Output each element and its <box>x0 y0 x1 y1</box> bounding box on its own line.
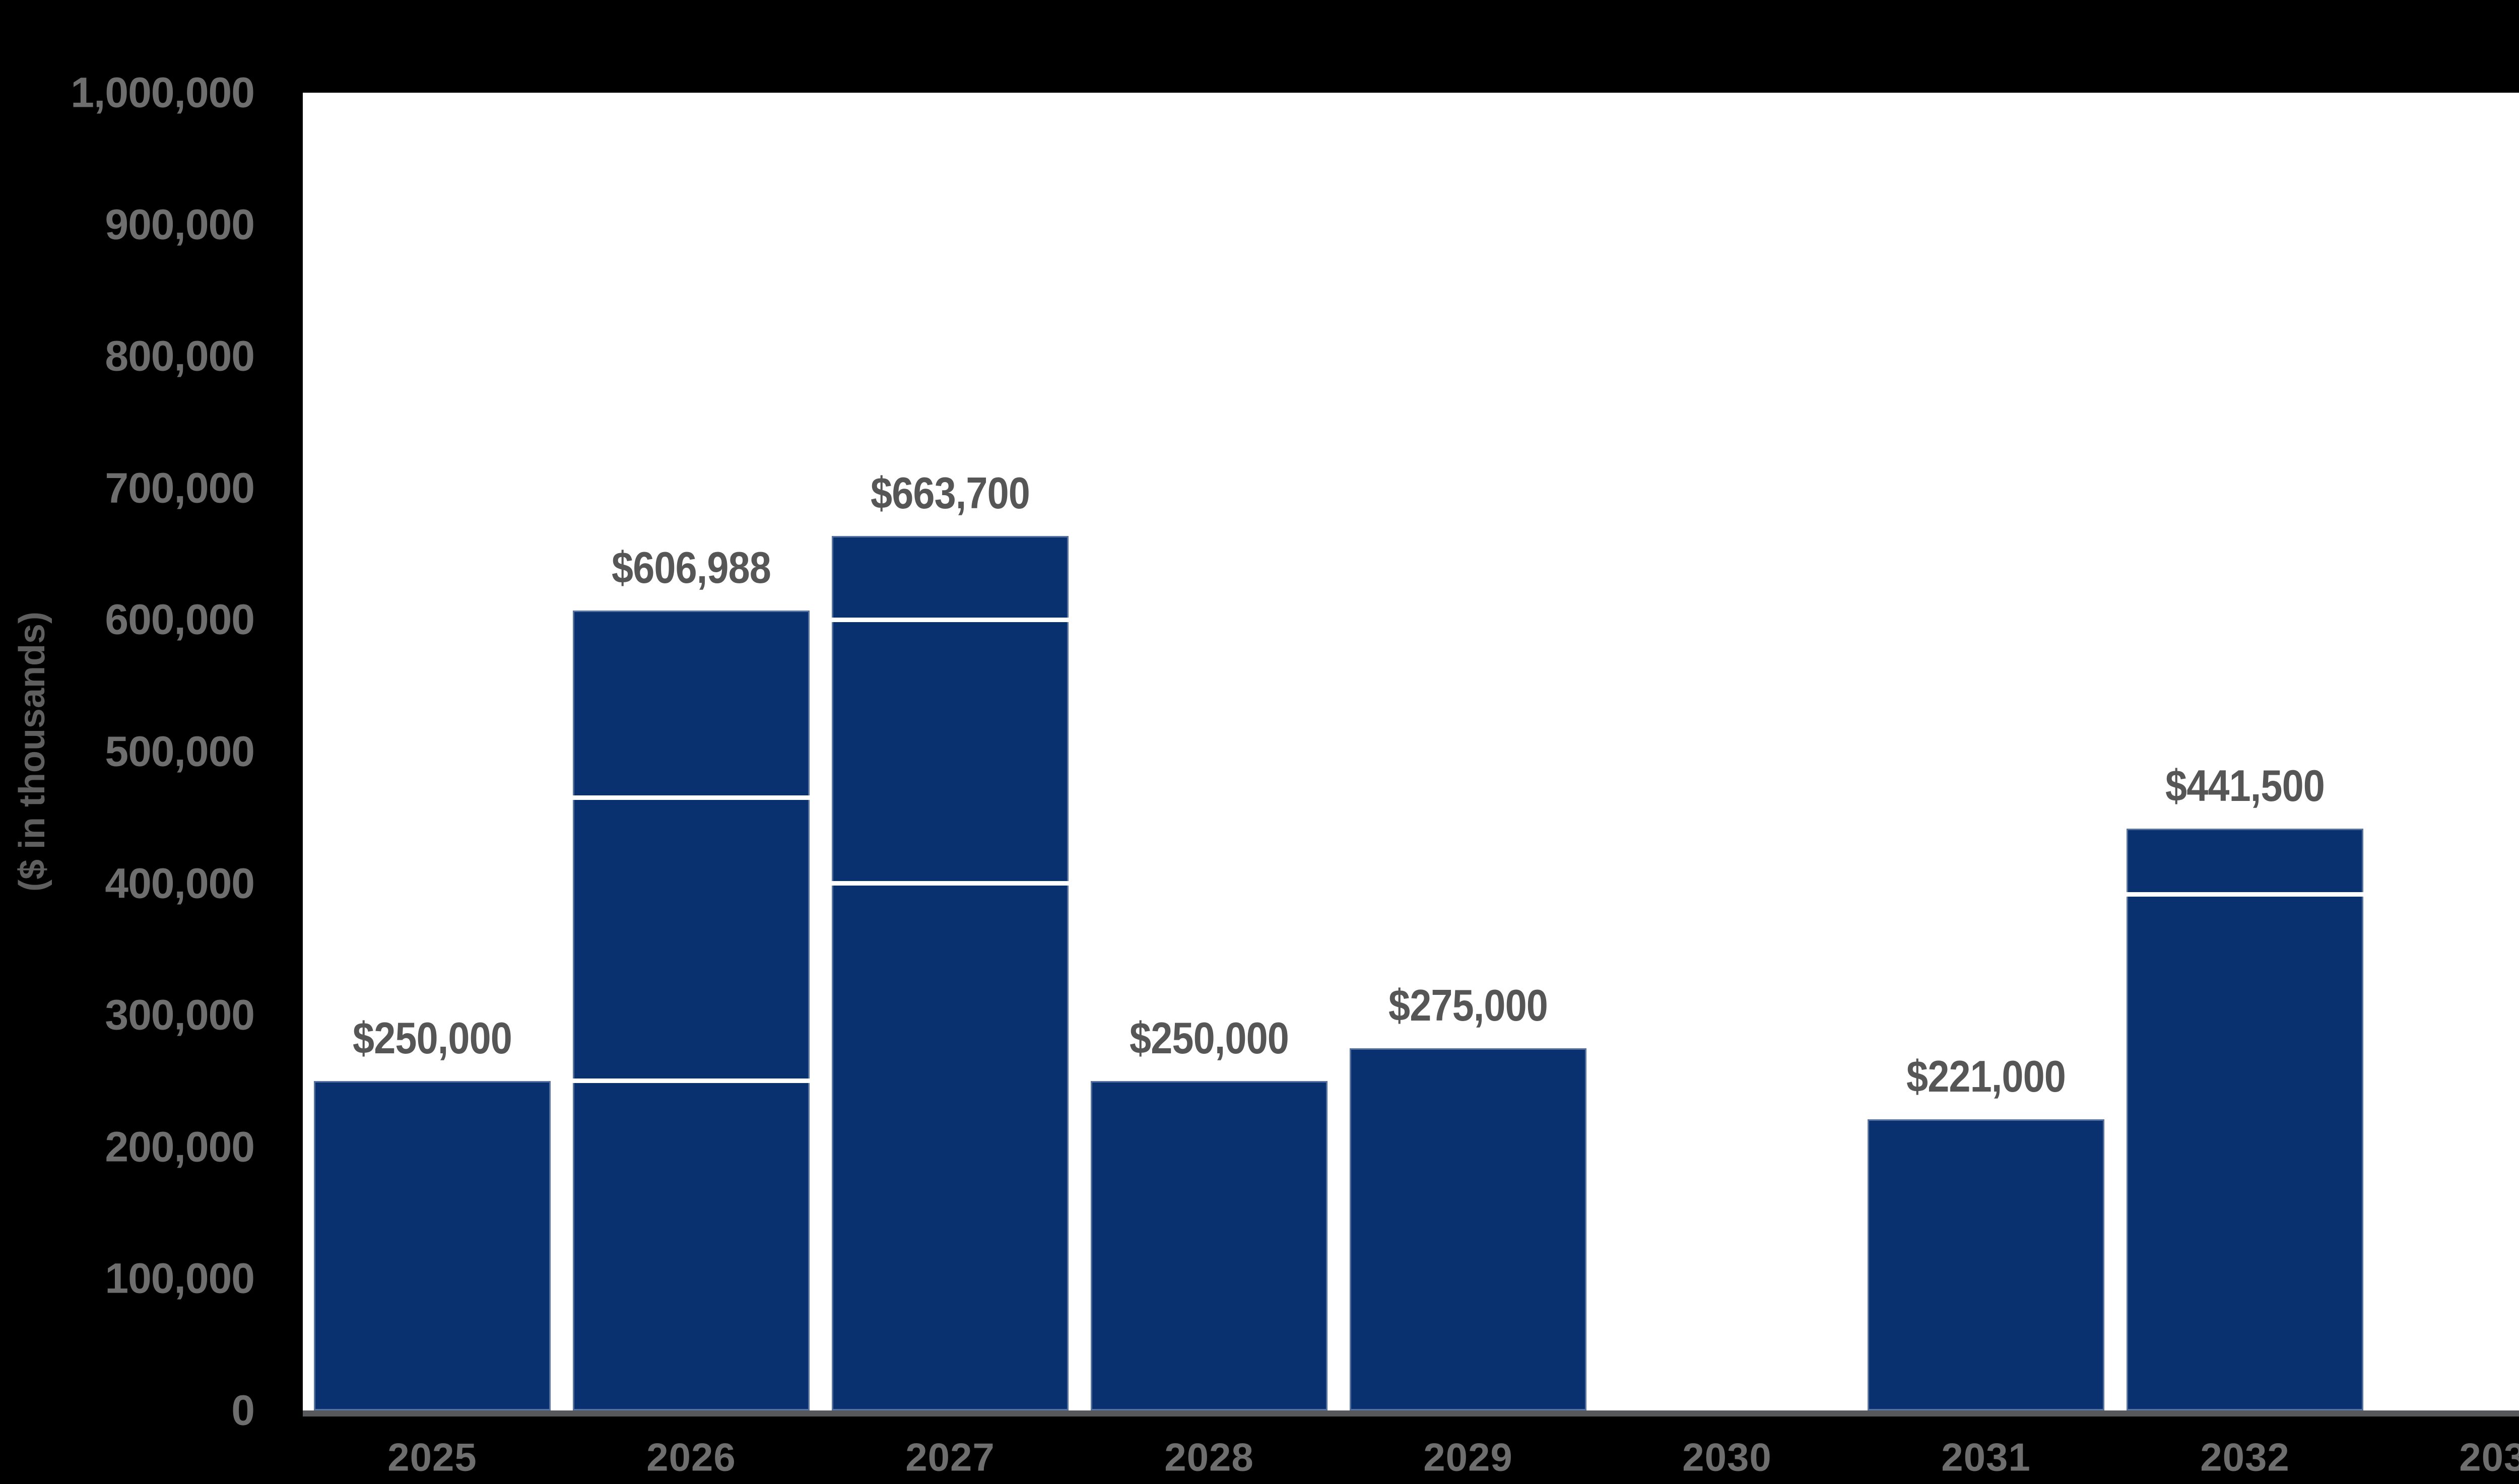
y-tick-label: 1,000,000 <box>71 69 255 116</box>
segment-divider <box>832 617 1069 622</box>
bar-2027 <box>832 535 1069 1410</box>
bar-value-label: $441,500 <box>2165 761 2325 811</box>
segment-divider <box>2127 892 2363 897</box>
x-tick-label: 2031 <box>1941 1435 2031 1479</box>
bar-segment <box>832 883 1069 1410</box>
y-tick-label: 900,000 <box>105 200 255 248</box>
bar-segment <box>832 620 1069 884</box>
y-tick-label: 700,000 <box>105 464 255 512</box>
x-tick-label: 2029 <box>1423 1435 1513 1479</box>
segment-divider <box>573 1078 810 1084</box>
y-axis-title: ($ in thousands) <box>12 612 52 892</box>
x-tick-label: 2027 <box>905 1435 995 1479</box>
segment-divider <box>573 795 810 800</box>
y-tick-label: 800,000 <box>105 332 255 380</box>
bar-2029 <box>1350 1048 1586 1410</box>
y-tick-label: 300,000 <box>105 991 255 1039</box>
bar-2032 <box>2127 829 2363 1410</box>
bar-2031 <box>1868 1119 2104 1410</box>
segment-divider <box>832 881 1069 886</box>
x-tick-label: 2033 <box>2459 1435 2519 1479</box>
bar-segment <box>832 535 1069 620</box>
bar-value-label: $275,000 <box>1388 980 1548 1030</box>
bar-value-label: $663,700 <box>871 467 1030 518</box>
y-tick-label: 500,000 <box>105 727 255 775</box>
y-tick-label: 600,000 <box>105 595 255 643</box>
bar-segment <box>1868 1119 2104 1410</box>
bar-value-label: $250,000 <box>353 1013 512 1063</box>
bar-2026 <box>573 611 810 1410</box>
bar-value-label: $221,000 <box>1906 1051 2066 1101</box>
x-tick-label: 2032 <box>2200 1435 2290 1479</box>
bar-segment <box>573 797 810 1081</box>
y-tick-label: 400,000 <box>105 859 255 907</box>
x-axis-line <box>303 1410 2519 1416</box>
y-tick-label: 0 <box>231 1386 255 1434</box>
bar-value-label: $250,000 <box>1130 1013 1289 1063</box>
y-tick-label: 100,000 <box>105 1254 255 1302</box>
bar-segment <box>1350 1048 1586 1410</box>
y-tick-label: 200,000 <box>105 1123 255 1171</box>
bar-segment <box>2127 894 2363 1410</box>
bar-segment <box>314 1081 551 1410</box>
bar-value-label: $606,988 <box>612 543 771 593</box>
bar-segment <box>2127 829 2363 895</box>
x-tick-label: 2030 <box>1682 1435 1772 1479</box>
bar-segment <box>573 611 810 798</box>
x-tick-label: 2025 <box>387 1435 477 1479</box>
x-tick-label: 2026 <box>646 1435 736 1479</box>
x-tick-label: 2028 <box>1164 1435 1254 1479</box>
bar-2028 <box>1091 1081 1328 1410</box>
bar-segment <box>1091 1081 1328 1410</box>
bar-segment <box>573 1081 810 1410</box>
bar-2025 <box>314 1081 551 1410</box>
